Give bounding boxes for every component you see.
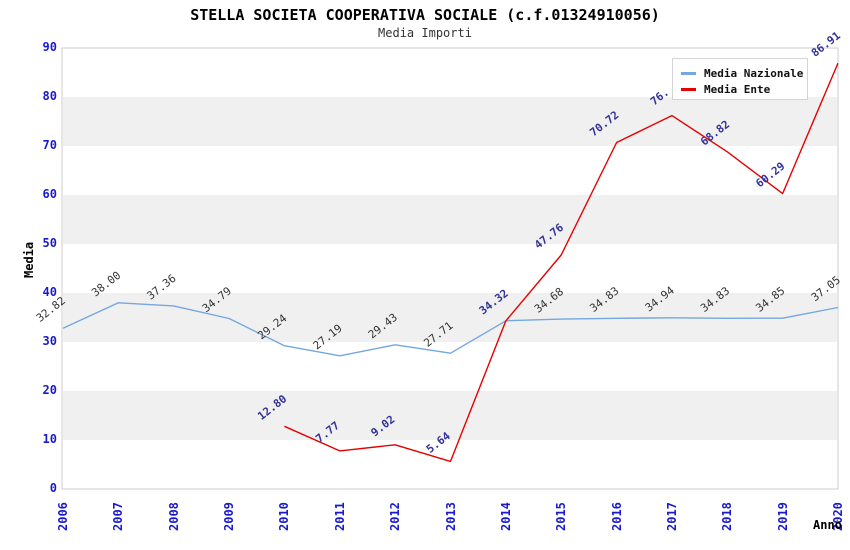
plot-border	[61, 47, 839, 490]
x-tick-label: 2010	[277, 502, 292, 531]
series-line-media-nazionale	[62, 302, 839, 357]
legend-item: Media Ente	[673, 81, 807, 97]
legend: Media Nazionale Media Ente	[672, 58, 808, 100]
x-tick-label: 2009	[222, 502, 237, 531]
x-tick-label: 2017	[664, 502, 679, 531]
series-line-media-ente	[284, 62, 839, 463]
y-tick-label: 60	[42, 187, 57, 201]
x-axis-label: Anno	[813, 518, 842, 532]
grid-band	[63, 391, 837, 440]
y-tick-label: 10	[42, 432, 57, 446]
grid-band	[63, 195, 837, 244]
y-tick-label: 30	[42, 334, 57, 348]
legend-label: Media Ente	[704, 82, 771, 96]
legend-line-icon	[681, 71, 696, 75]
y-tick-label: 50	[42, 236, 57, 250]
y-tick-label: 0	[49, 481, 57, 495]
x-tick-label: 2012	[388, 502, 403, 531]
grid-band	[63, 97, 837, 146]
y-tick-label: 40	[42, 285, 57, 299]
x-tick-label: 2018	[720, 502, 735, 531]
x-tick-label: 2007	[111, 502, 126, 531]
y-tick-label: 90	[42, 40, 57, 54]
y-tick-label: 80	[42, 89, 57, 103]
x-tick-label: 2013	[443, 502, 458, 531]
chart-title: STELLA SOCIETA COOPERATIVA SOCIALE (c.f.…	[190, 6, 660, 24]
legend-line-icon	[681, 87, 696, 91]
chart-subtitle: Media Importi	[378, 26, 472, 40]
legend-item: Media Nazionale	[673, 65, 807, 81]
y-tick-label: 20	[42, 383, 57, 397]
y-tick-label: 70	[42, 138, 57, 152]
x-tick-label: 2008	[166, 502, 181, 531]
data-label: 60.29	[753, 160, 787, 191]
x-tick-label: 2011	[332, 502, 347, 531]
x-tick-label: 2019	[775, 502, 790, 531]
x-tick-label: 2016	[609, 502, 624, 531]
x-tick-label: 2014	[498, 502, 513, 531]
x-tick-label: 2006	[56, 502, 70, 531]
legend-label: Media Nazionale	[704, 66, 804, 80]
x-tick-label: 2015	[554, 502, 569, 531]
